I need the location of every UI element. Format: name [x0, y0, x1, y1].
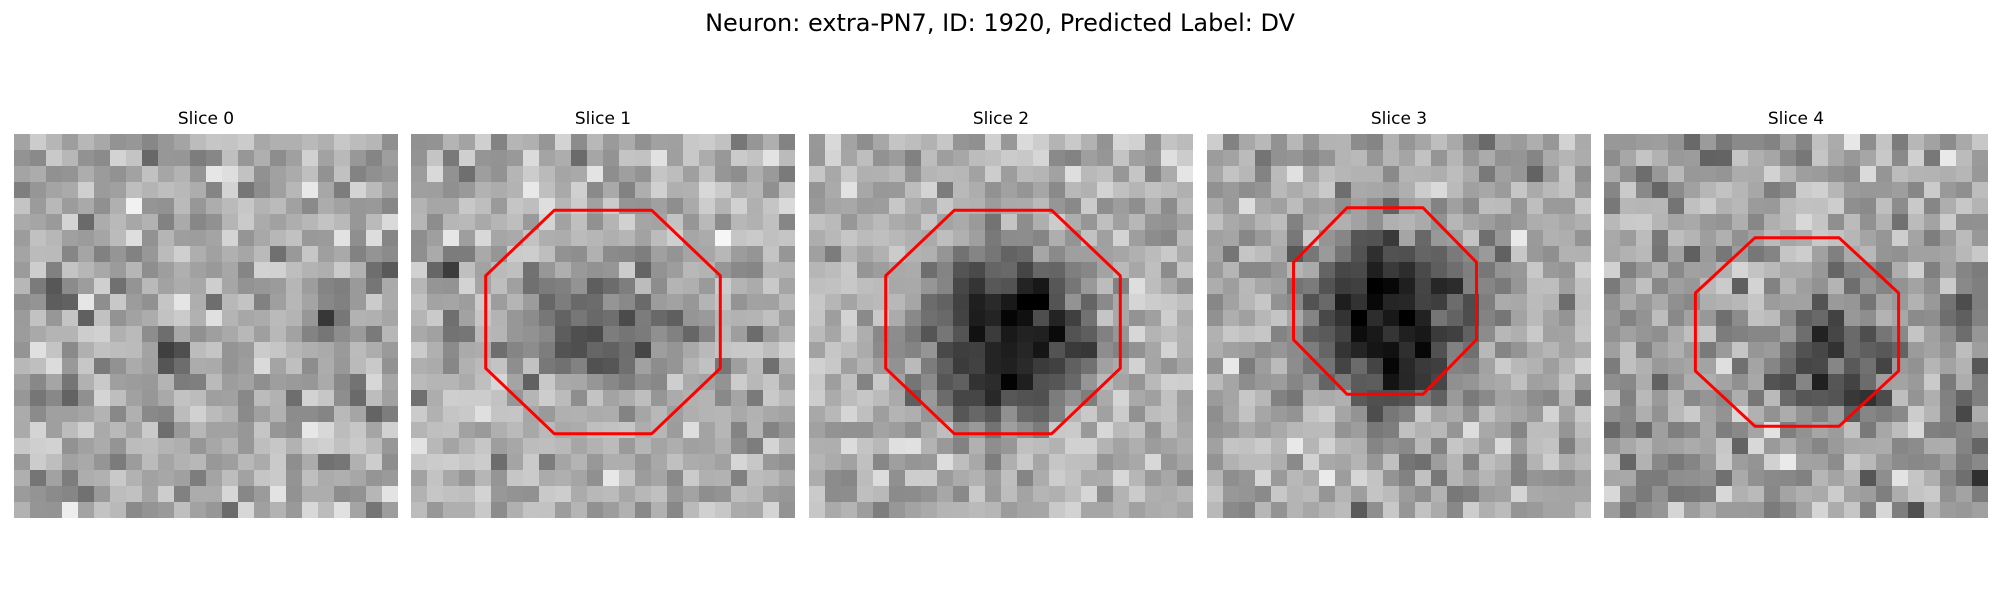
slice-panel-4: Slice 4 — [1604, 108, 1988, 518]
slice-panel-3: Slice 3 — [1207, 108, 1591, 518]
slice-image — [411, 134, 795, 518]
slice-image — [1207, 134, 1591, 518]
slice-panel-2: Slice 2 — [809, 108, 1193, 518]
slice-image — [14, 134, 398, 518]
pixel-grid — [1604, 134, 1988, 518]
roi-octagon-outline — [1693, 236, 1901, 428]
roi-octagon-outline — [884, 208, 1122, 436]
slice-title: Slice 3 — [1370, 109, 1428, 129]
slice-panel-0: Slice 0 — [14, 108, 398, 518]
pixel-grid — [809, 134, 1193, 518]
slice-image — [1604, 134, 1988, 518]
slice-title: Slice 1 — [574, 109, 632, 129]
slice-image — [809, 134, 1193, 518]
slice-title: Slice 2 — [972, 109, 1030, 129]
pixel-grid — [14, 134, 398, 518]
slice-panel-1: Slice 1 — [411, 108, 795, 518]
figure-title: Neuron: extra-PN7, ID: 1920, Predicted L… — [705, 9, 1295, 37]
roi-octagon-outline — [484, 208, 722, 436]
slice-title: Slice 4 — [1767, 109, 1825, 129]
roi-octagon-outline — [1292, 206, 1478, 396]
pixel-grid — [411, 134, 795, 518]
pixel-grid — [1207, 134, 1591, 518]
slice-title: Slice 0 — [177, 109, 235, 129]
